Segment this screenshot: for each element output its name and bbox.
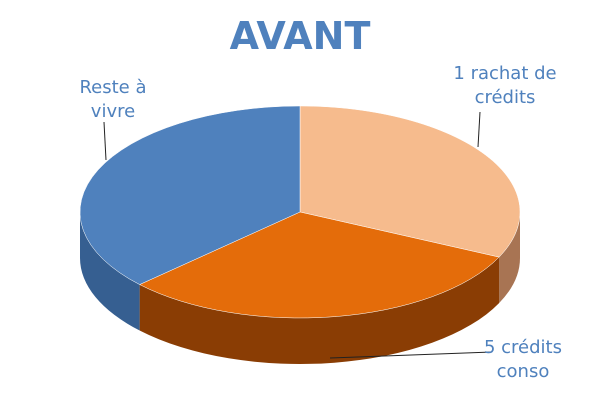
leader-line <box>103 121 107 161</box>
slice-label: 5 crédits conso <box>483 337 562 382</box>
slice-side <box>499 212 520 304</box>
slice-side <box>139 257 500 364</box>
slice-side <box>80 212 140 331</box>
chart-title: AVANT <box>229 14 371 58</box>
slice <box>139 211 500 319</box>
leader-line <box>329 351 493 359</box>
slice-label: 1 rachat de crédits <box>453 63 557 108</box>
slice <box>79 105 301 285</box>
slice <box>299 105 521 258</box>
slice-label: Reste à vivre <box>79 77 147 122</box>
leader-line <box>477 111 481 148</box>
